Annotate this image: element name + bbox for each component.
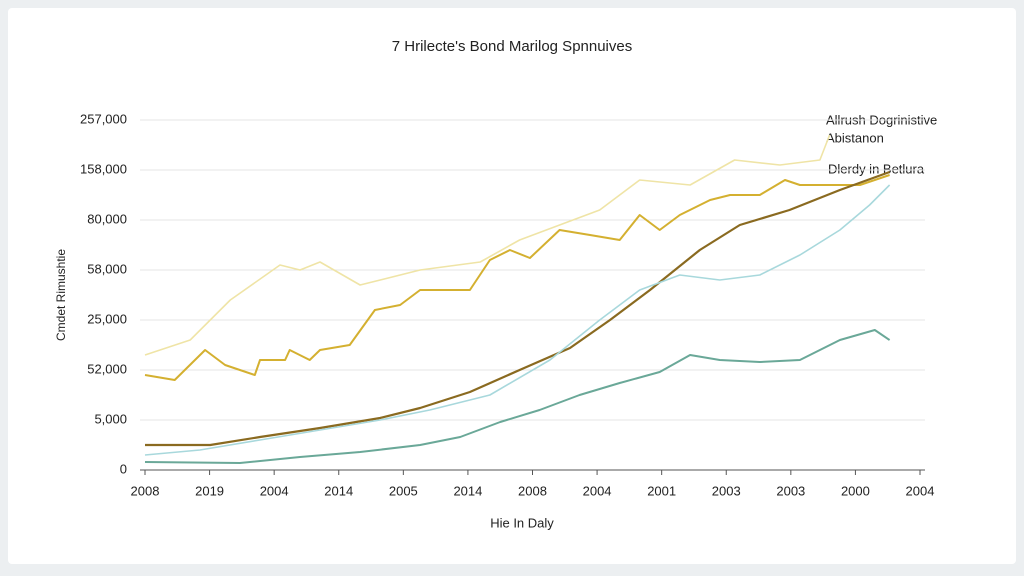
x-tick-label: 2005 bbox=[389, 483, 418, 498]
y-tick-label: 58,000 bbox=[87, 261, 127, 276]
y-tick-label: 5,000 bbox=[94, 411, 127, 426]
x-tick-label: 2008 bbox=[518, 483, 547, 498]
y-tick-label: 25,000 bbox=[87, 311, 127, 326]
y-tick-label: 52,000 bbox=[87, 361, 127, 376]
line-series bbox=[144, 329, 891, 464]
annotation: Dlerdy in Betlura bbox=[828, 161, 925, 176]
x-tick-label: 2004 bbox=[583, 483, 612, 498]
y-tick-label: 80,000 bbox=[87, 211, 127, 226]
x-tick-label: 2003 bbox=[776, 483, 805, 498]
y-tick-label: 158,000 bbox=[80, 161, 127, 176]
line-series bbox=[144, 134, 831, 356]
x-tick-label: 2000 bbox=[841, 483, 870, 498]
x-tick-label: 2008 bbox=[131, 483, 160, 498]
line-series bbox=[144, 174, 890, 381]
x-tick-label: 2004 bbox=[906, 483, 935, 498]
chart-title: 7 Hrilecte's Bond Marilog Spnnuives bbox=[392, 38, 632, 55]
line-series bbox=[145, 170, 890, 447]
y-tick-label: 0 bbox=[120, 461, 127, 476]
x-tick-label: 2003 bbox=[712, 483, 741, 498]
x-axis-label: Hie In Daly bbox=[490, 515, 554, 530]
x-tick-label: 2001 bbox=[647, 483, 676, 498]
x-tick-label: 2014 bbox=[324, 483, 353, 498]
y-tick-label: 257,000 bbox=[80, 111, 127, 126]
x-tick-label: 2004 bbox=[260, 483, 289, 498]
annotation: Abistanon bbox=[826, 130, 884, 145]
card bbox=[8, 8, 1016, 564]
line-series bbox=[144, 184, 891, 456]
x-tick-label: 2014 bbox=[453, 483, 482, 498]
x-tick-label: 2019 bbox=[195, 483, 224, 498]
y-axis-label: Cmdet Rimushtie bbox=[54, 249, 68, 341]
